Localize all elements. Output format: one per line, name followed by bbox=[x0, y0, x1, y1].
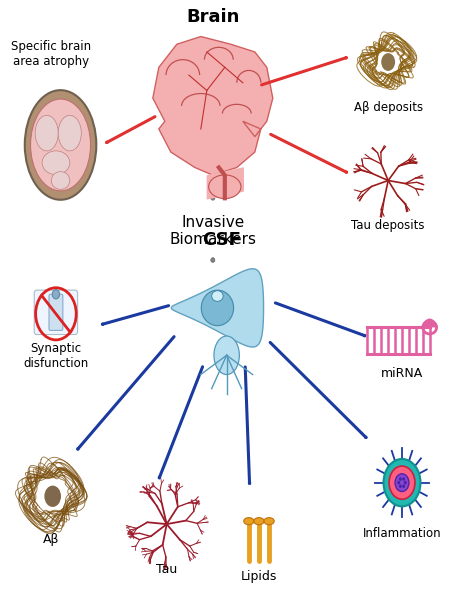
Circle shape bbox=[52, 289, 60, 299]
Text: Aβ: Aβ bbox=[43, 533, 60, 546]
Ellipse shape bbox=[212, 291, 223, 301]
Text: miRNA: miRNA bbox=[381, 367, 423, 380]
Text: Brain: Brain bbox=[186, 8, 239, 26]
Circle shape bbox=[45, 486, 61, 507]
Text: Aβ deposits: Aβ deposits bbox=[354, 100, 423, 114]
Polygon shape bbox=[153, 36, 273, 175]
Circle shape bbox=[389, 466, 415, 499]
Ellipse shape bbox=[244, 518, 254, 524]
Text: Invasive
Biomarkers: Invasive Biomarkers bbox=[169, 215, 256, 247]
Ellipse shape bbox=[201, 290, 234, 326]
Circle shape bbox=[395, 474, 409, 492]
Circle shape bbox=[383, 459, 420, 507]
Text: Tau: Tau bbox=[156, 563, 177, 576]
Ellipse shape bbox=[214, 336, 239, 374]
Circle shape bbox=[399, 484, 402, 488]
Text: Lipids: Lipids bbox=[241, 570, 277, 583]
Ellipse shape bbox=[42, 151, 70, 175]
FancyBboxPatch shape bbox=[49, 294, 63, 331]
Circle shape bbox=[402, 477, 405, 481]
Circle shape bbox=[381, 53, 395, 71]
Ellipse shape bbox=[254, 518, 264, 524]
Circle shape bbox=[402, 484, 405, 488]
Ellipse shape bbox=[209, 175, 241, 199]
FancyBboxPatch shape bbox=[34, 290, 78, 334]
Wedge shape bbox=[423, 319, 437, 328]
Text: Inflammation: Inflammation bbox=[363, 527, 441, 540]
Ellipse shape bbox=[35, 115, 58, 151]
Ellipse shape bbox=[264, 518, 274, 524]
Text: Tau deposits: Tau deposits bbox=[351, 219, 425, 232]
Text: CSF: CSF bbox=[202, 231, 241, 249]
Circle shape bbox=[397, 481, 400, 484]
PathPatch shape bbox=[171, 269, 264, 347]
Ellipse shape bbox=[58, 115, 82, 151]
Ellipse shape bbox=[25, 90, 96, 200]
Ellipse shape bbox=[30, 99, 91, 191]
Circle shape bbox=[404, 481, 407, 484]
Circle shape bbox=[399, 477, 402, 481]
Text: Specific brain
area atrophy: Specific brain area atrophy bbox=[11, 40, 91, 68]
Ellipse shape bbox=[51, 172, 70, 190]
Text: Synaptic
disfunction: Synaptic disfunction bbox=[23, 341, 89, 370]
